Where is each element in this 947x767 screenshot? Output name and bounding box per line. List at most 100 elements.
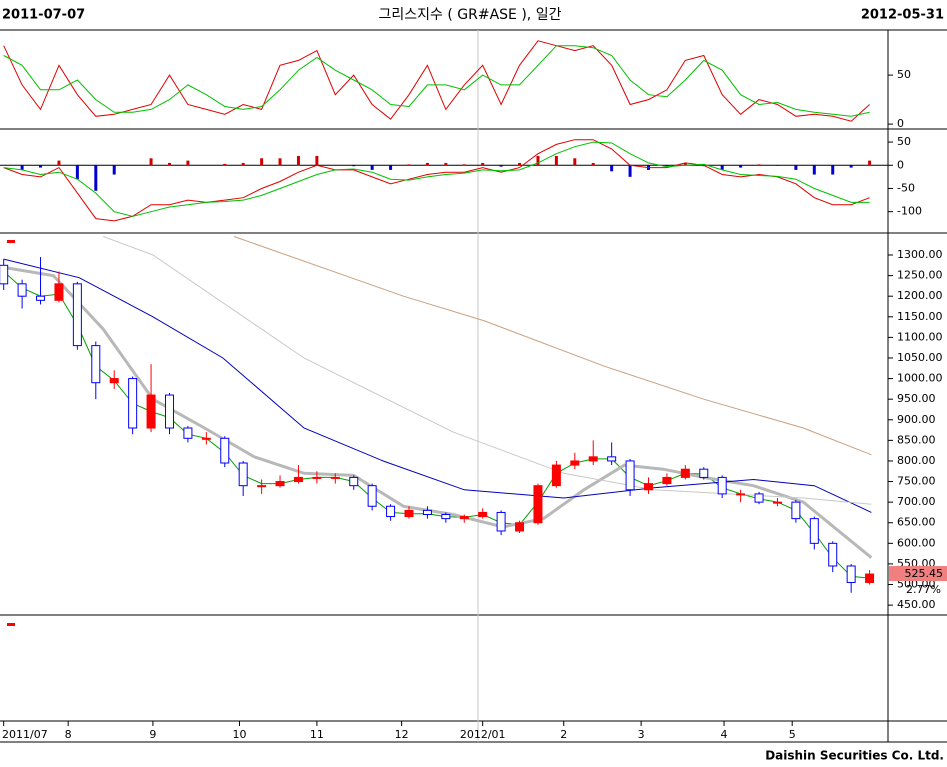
y-tick-label: 1150.00	[897, 310, 943, 323]
candle-body	[496, 511, 506, 532]
line-series	[3, 45, 870, 117]
candle-body	[312, 476, 322, 479]
y-tick-label: 750.00	[897, 475, 936, 488]
y-tick-label: 1000.00	[897, 372, 943, 385]
panel	[3, 40, 870, 122]
candle-body	[607, 456, 617, 462]
y-tick-label: 800.00	[897, 454, 936, 467]
candle-body	[791, 501, 801, 520]
candle-body	[699, 468, 709, 478]
candle-body	[422, 509, 432, 515]
y-tick-label: 1250.00	[897, 269, 943, 282]
candle-body	[238, 462, 248, 487]
line-series	[3, 40, 870, 122]
y-tick-label: 600.00	[897, 536, 936, 549]
x-tick-label: 3	[638, 728, 645, 741]
candle-body	[717, 476, 727, 495]
candle-body	[183, 427, 193, 439]
candle-body	[478, 511, 488, 518]
panel	[0, 236, 875, 593]
y-tick-label: 950.00	[897, 392, 936, 405]
y-tick-label: 450.00	[897, 598, 936, 611]
candle-body	[257, 485, 267, 488]
y-tick-label: 1300.00	[897, 248, 943, 261]
start-date: 2011-07-07	[2, 8, 85, 23]
end-date: 2012-05-31	[861, 8, 944, 23]
line-series	[3, 141, 870, 217]
candle-body	[220, 437, 230, 464]
y-tick-label: 0	[897, 158, 904, 171]
x-tick-label: 12	[395, 728, 409, 741]
y-tick-label: -50	[897, 181, 915, 194]
x-tick-label: 10	[233, 728, 247, 741]
candle-body	[754, 493, 764, 503]
y-tick-label: 0	[897, 117, 904, 130]
line-series	[3, 139, 870, 222]
line-series	[233, 236, 872, 456]
candle-body	[828, 542, 838, 567]
y-tick-label: -100	[897, 205, 922, 218]
candle-body	[441, 513, 451, 520]
x-tick-label: 9	[149, 728, 156, 741]
candle-body	[128, 378, 138, 429]
candle-body	[386, 505, 396, 518]
change-label: 2.77%	[906, 583, 941, 596]
last-price-box	[889, 566, 947, 582]
x-tick-label: 2012/01	[460, 728, 506, 741]
y-tick-label: 1050.00	[897, 351, 943, 364]
candle-body	[109, 378, 119, 384]
y-tick-label: 50	[897, 135, 911, 148]
candle-body	[459, 516, 469, 520]
candle-body	[275, 481, 285, 487]
candle-body	[533, 485, 543, 524]
candle-body	[293, 476, 303, 483]
x-tick-label: 2011/07	[2, 728, 48, 741]
candle-body	[36, 295, 46, 301]
candle-body	[349, 476, 359, 487]
candle-body	[570, 460, 580, 466]
candle-body	[515, 522, 525, 532]
y-tick-label: 50	[897, 68, 911, 81]
y-tick-label: 700.00	[897, 495, 936, 508]
candle-body	[146, 394, 156, 429]
candle-body	[662, 476, 672, 485]
candle-body	[846, 565, 856, 583]
candle-body	[772, 501, 782, 504]
x-tick-label: 2	[560, 728, 567, 741]
line-series	[3, 258, 872, 513]
chart-title: 그리스지수 ( GR#ASE ), 일간	[379, 7, 562, 23]
candle-body	[809, 518, 819, 544]
candle-body	[643, 483, 653, 491]
panel	[0, 139, 888, 222]
candle-body	[201, 437, 211, 440]
candle-body	[551, 464, 561, 487]
candle-body	[330, 476, 340, 479]
x-tick-label: 11	[310, 728, 324, 741]
x-tick-label: 5	[789, 728, 796, 741]
candle-body	[72, 283, 82, 347]
candle-body	[865, 573, 875, 583]
x-tick-label: 4	[721, 728, 728, 741]
candle-body	[0, 264, 9, 285]
y-tick-label: 1200.00	[897, 289, 943, 302]
y-tick-label: 850.00	[897, 433, 936, 446]
candle-body	[164, 394, 174, 429]
candle-body	[54, 283, 64, 301]
candle-body	[91, 345, 101, 384]
candle-body	[367, 485, 377, 507]
line-series	[103, 236, 872, 505]
x-tick-label: 8	[65, 728, 72, 741]
candle-body	[736, 493, 746, 496]
y-tick-label: 650.00	[897, 516, 936, 529]
indicator-marker	[7, 240, 15, 243]
indicator-marker	[7, 623, 15, 626]
last-price: 525.45	[905, 567, 944, 580]
candle-body	[588, 456, 598, 462]
candle-body	[625, 460, 635, 491]
y-tick-label: 1100.00	[897, 330, 943, 343]
footer: Daishin Securities Co. Ltd.	[765, 749, 944, 763]
candle-body	[680, 468, 690, 478]
candle-body	[404, 509, 414, 518]
